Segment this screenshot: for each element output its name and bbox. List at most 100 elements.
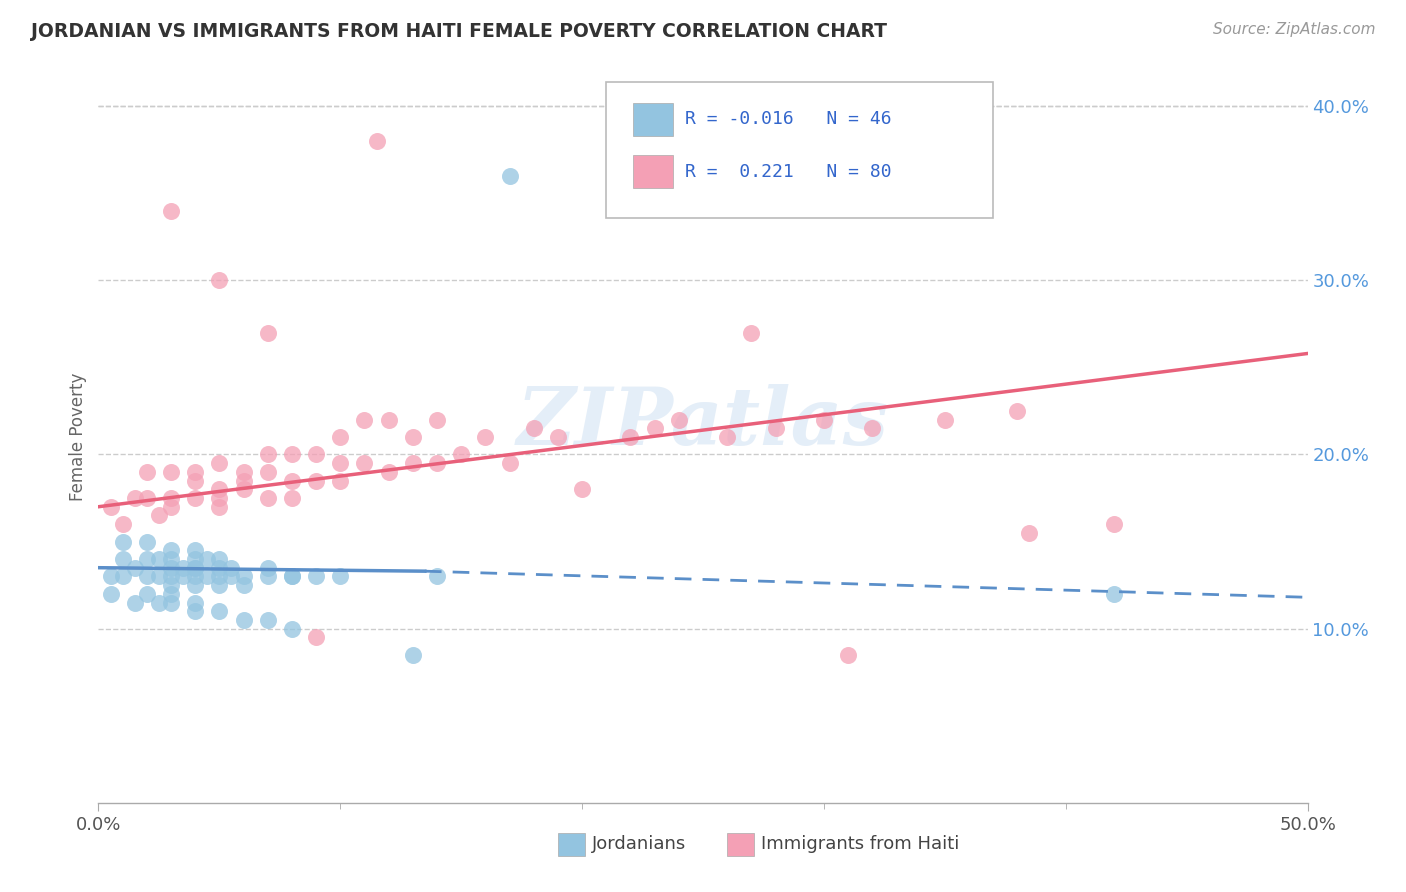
Point — [329, 456, 352, 470]
Point — [305, 474, 328, 488]
Point — [184, 569, 207, 583]
Point — [221, 560, 243, 574]
Point — [100, 569, 122, 583]
Point — [184, 491, 207, 505]
Text: R = -0.016   N = 46: R = -0.016 N = 46 — [685, 110, 891, 128]
Point — [208, 491, 231, 505]
Point — [184, 604, 207, 618]
Point — [124, 595, 146, 609]
Bar — [633, 155, 673, 188]
Point — [232, 474, 254, 488]
Point — [184, 465, 207, 479]
Point — [329, 430, 352, 444]
Point — [644, 421, 666, 435]
Point — [208, 273, 231, 287]
Point — [305, 631, 328, 645]
Point — [160, 560, 183, 574]
Point — [172, 569, 194, 583]
Point — [232, 569, 254, 583]
Point — [184, 560, 207, 574]
Point — [256, 560, 278, 574]
Point — [366, 134, 388, 148]
Point — [1018, 525, 1040, 540]
Point — [148, 595, 170, 609]
Point — [256, 491, 278, 505]
Point — [232, 613, 254, 627]
Point — [402, 430, 425, 444]
Point — [281, 569, 304, 583]
Point — [305, 569, 328, 583]
Point — [160, 203, 183, 218]
Point — [837, 648, 859, 662]
Text: Source: ZipAtlas.com: Source: ZipAtlas.com — [1212, 22, 1375, 37]
Text: ZIPatlas: ZIPatlas — [517, 384, 889, 461]
Point — [172, 560, 194, 574]
Point — [256, 465, 278, 479]
Point — [765, 421, 787, 435]
Point — [111, 517, 134, 532]
Point — [160, 587, 183, 601]
Text: JORDANIAN VS IMMIGRANTS FROM HAITI FEMALE POVERTY CORRELATION CHART: JORDANIAN VS IMMIGRANTS FROM HAITI FEMAL… — [31, 22, 887, 41]
Point — [135, 465, 157, 479]
Point — [498, 169, 520, 183]
Point — [208, 604, 231, 618]
Point — [474, 430, 496, 444]
Point — [111, 569, 134, 583]
Point — [860, 421, 883, 435]
Point — [329, 474, 352, 488]
Point — [934, 412, 956, 426]
Point — [353, 456, 375, 470]
Point — [232, 465, 254, 479]
Point — [329, 569, 352, 583]
Point — [256, 569, 278, 583]
Point — [135, 569, 157, 583]
Point — [135, 587, 157, 601]
Point — [111, 534, 134, 549]
Point — [160, 465, 183, 479]
Point — [184, 595, 207, 609]
Point — [184, 552, 207, 566]
Point — [281, 474, 304, 488]
Point — [208, 483, 231, 497]
Point — [232, 578, 254, 592]
Point — [377, 412, 399, 426]
Point — [160, 491, 183, 505]
Point — [281, 448, 304, 462]
Point — [498, 456, 520, 470]
Point — [281, 569, 304, 583]
Point — [208, 456, 231, 470]
Point — [184, 560, 207, 574]
Point — [402, 648, 425, 662]
Point — [148, 508, 170, 523]
Point — [619, 430, 641, 444]
Point — [208, 552, 231, 566]
Point — [208, 569, 231, 583]
Point — [184, 474, 207, 488]
Point — [195, 552, 218, 566]
Point — [426, 412, 449, 426]
Point — [195, 569, 218, 583]
Point — [1102, 517, 1125, 532]
Y-axis label: Female Poverty: Female Poverty — [69, 373, 87, 501]
Point — [124, 560, 146, 574]
Point — [450, 448, 472, 462]
Point — [148, 552, 170, 566]
Bar — [727, 833, 754, 856]
Point — [208, 578, 231, 592]
Text: Immigrants from Haiti: Immigrants from Haiti — [761, 836, 959, 854]
Point — [148, 569, 170, 583]
Point — [135, 552, 157, 566]
Point — [208, 500, 231, 514]
Point — [1007, 404, 1029, 418]
Point — [160, 569, 183, 583]
Point — [221, 569, 243, 583]
Point — [281, 491, 304, 505]
Point — [402, 456, 425, 470]
Point — [353, 412, 375, 426]
FancyBboxPatch shape — [606, 82, 993, 218]
Point — [426, 569, 449, 583]
Text: Jordanians: Jordanians — [592, 836, 686, 854]
Point — [135, 491, 157, 505]
Bar — [558, 833, 585, 856]
Point — [160, 500, 183, 514]
